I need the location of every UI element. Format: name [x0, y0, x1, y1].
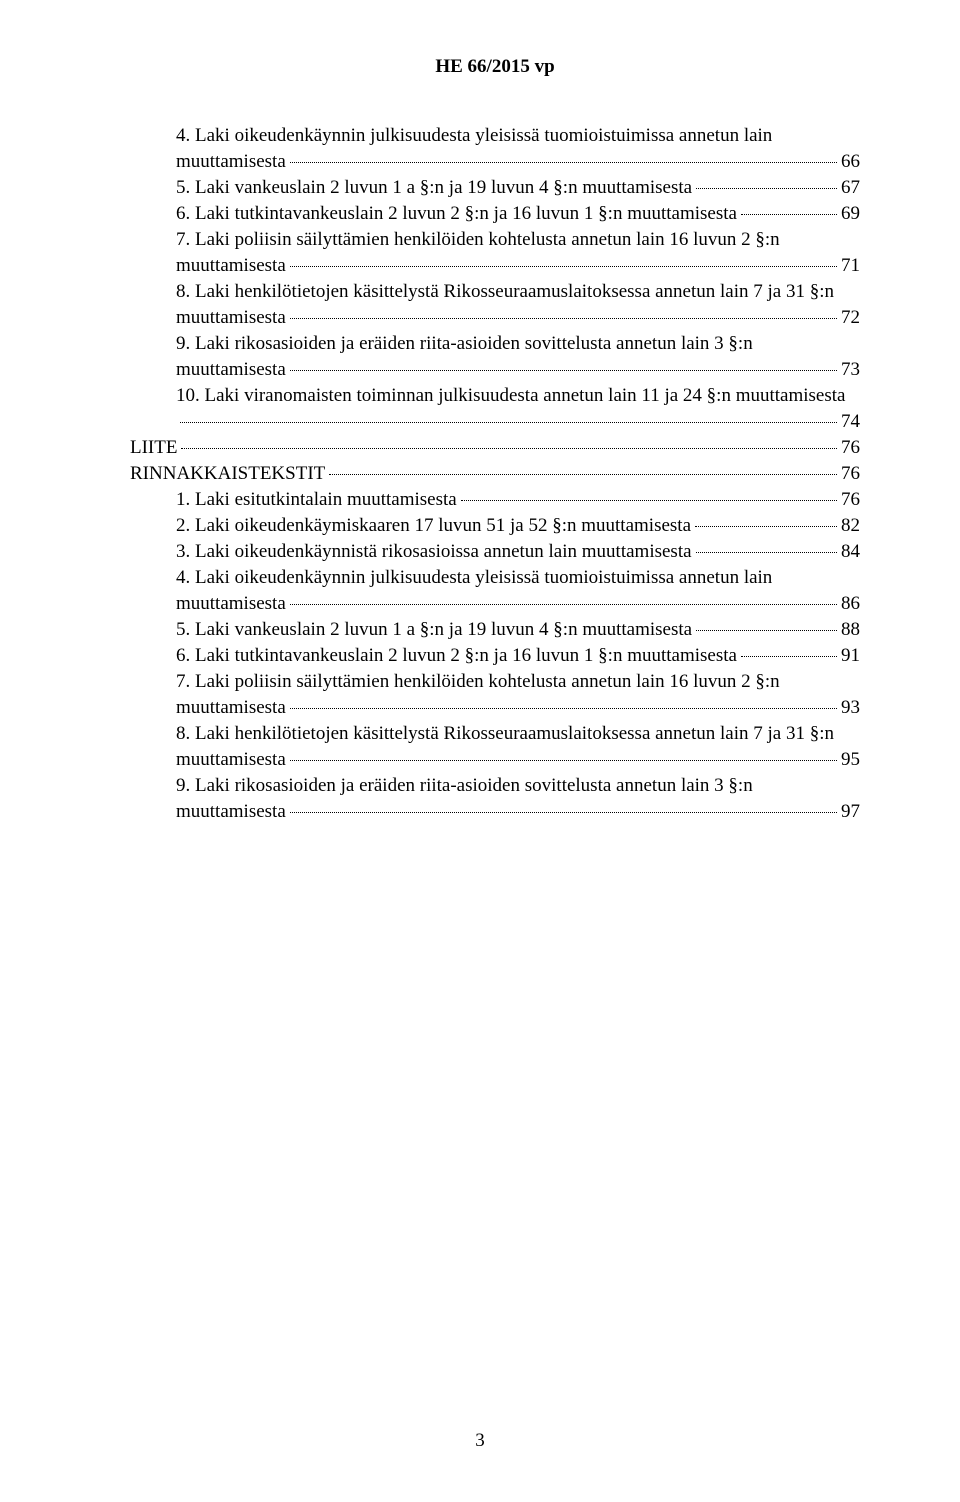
toc-leader: [461, 500, 837, 501]
toc-entry-text-line2: muuttamisesta: [176, 149, 286, 175]
toc-leader: [290, 604, 837, 605]
toc-entry-page: 84: [841, 539, 860, 565]
toc-leader: [290, 760, 837, 761]
toc-entry-page: 66: [841, 149, 860, 175]
toc-entry-text: 2. Laki oikeudenkäymiskaaren 17 luvun 51…: [176, 513, 691, 539]
toc-entry-text-line2: muuttamisesta: [176, 799, 286, 825]
toc-entry-last-line: muuttamisesta 93: [176, 695, 860, 721]
toc-entry-text-line1: 4. Laki oikeudenkäynnin julkisuudesta yl…: [176, 565, 860, 591]
toc-entry-last-line: muuttamisesta 72: [176, 305, 860, 331]
toc-entry-text: 5. Laki vankeuslain 2 luvun 1 a §:n ja 1…: [176, 617, 692, 643]
toc-entry-page: 76: [841, 435, 860, 461]
toc-entry-page: 91: [841, 643, 860, 669]
toc-entry-text-line2: muuttamisesta: [176, 591, 286, 617]
toc-entry: 9. Laki rikosasioiden ja eräiden riita-a…: [130, 773, 860, 825]
toc-entry-page: 69: [841, 201, 860, 227]
toc-entry-page: 73: [841, 357, 860, 383]
toc-entry-page: 97: [841, 799, 860, 825]
toc-entry: 1. Laki esitutkintalain muuttamisesta 76: [130, 487, 860, 513]
toc-entry-page: 76: [841, 487, 860, 513]
toc-entry: 3. Laki oikeudenkäynnistä rikosasioissa …: [130, 539, 860, 565]
toc-entry-text-line2: muuttamisesta: [176, 253, 286, 279]
toc-leader: [329, 474, 837, 475]
toc-leader: [290, 708, 837, 709]
toc-entry-text: RINNAKKAISTEKSTIT: [130, 461, 325, 487]
toc-entry: 9. Laki rikosasioiden ja eräiden riita-a…: [130, 331, 860, 383]
toc-entry: 8. Laki henkilötietojen käsittelystä Rik…: [130, 279, 860, 331]
toc-leader: [696, 630, 837, 631]
toc-entry-page: 67: [841, 175, 860, 201]
toc-entry-last-line: muuttamisesta 97: [176, 799, 860, 825]
toc-leader: [181, 448, 837, 449]
toc-entry-last-line: muuttamisesta 86: [176, 591, 860, 617]
toc-entry: 7. Laki poliisin säilyttämien henkilöide…: [130, 669, 860, 721]
toc-entry-text-line1: 4. Laki oikeudenkäynnin julkisuudesta yl…: [176, 123, 860, 149]
toc-entry: 5. Laki vankeuslain 2 luvun 1 a §:n ja 1…: [130, 617, 860, 643]
toc-leader: [290, 370, 837, 371]
toc-leader: [180, 422, 837, 423]
toc-entry-last-line: muuttamisesta 71: [176, 253, 860, 279]
toc-entry-page: 95: [841, 747, 860, 773]
toc-entry-page: 74: [841, 409, 860, 435]
toc-entry-text-line1: 9. Laki rikosasioiden ja eräiden riita-a…: [176, 331, 860, 357]
toc-entry-page: 93: [841, 695, 860, 721]
toc-entry-page: 88: [841, 617, 860, 643]
toc-entry-text: 1. Laki esitutkintalain muuttamisesta: [176, 487, 457, 513]
page-number: 3: [475, 1430, 485, 1452]
toc-entry-text: 6. Laki tutkintavankeuslain 2 luvun 2 §:…: [176, 201, 737, 227]
toc-entry: 7. Laki poliisin säilyttämien henkilöide…: [130, 227, 860, 279]
toc-leader: [741, 214, 837, 215]
toc-entry: 4. Laki oikeudenkäynnin julkisuudesta yl…: [130, 565, 860, 617]
toc-leader: [696, 552, 837, 553]
toc-entry-page: 71: [841, 253, 860, 279]
toc-entry-last-line: 74: [176, 409, 860, 435]
toc-entry-text-line2: muuttamisesta: [176, 747, 286, 773]
toc-entry-text-line1: 10. Laki viranomaisten toiminnan julkisu…: [176, 383, 860, 409]
toc-entry: 2. Laki oikeudenkäymiskaaren 17 luvun 51…: [130, 513, 860, 539]
toc-entry-page: 76: [841, 461, 860, 487]
toc-entry-text-line2: muuttamisesta: [176, 357, 286, 383]
toc-entry-page: 86: [841, 591, 860, 617]
toc-entry-last-line: muuttamisesta 66: [176, 149, 860, 175]
toc-entry: LIITE 76: [130, 435, 860, 461]
toc-leader: [695, 526, 837, 527]
toc-entry-text-line2: muuttamisesta: [176, 305, 286, 331]
toc-entry-last-line: muuttamisesta 95: [176, 747, 860, 773]
toc-entry: 6. Laki tutkintavankeuslain 2 luvun 2 §:…: [130, 643, 860, 669]
toc-entry-text-line2: muuttamisesta: [176, 695, 286, 721]
toc-entry-text-line1: 8. Laki henkilötietojen käsittelystä Rik…: [176, 279, 860, 305]
toc-entry-text: 6. Laki tutkintavankeuslain 2 luvun 2 §:…: [176, 643, 737, 669]
toc-entry: 10. Laki viranomaisten toiminnan julkisu…: [130, 383, 860, 435]
toc-entry: RINNAKKAISTEKSTIT 76: [130, 461, 860, 487]
toc-entry-text: 3. Laki oikeudenkäynnistä rikosasioissa …: [176, 539, 692, 565]
document-header: HE 66/2015 vp: [130, 56, 860, 78]
toc-entry-text-line1: 7. Laki poliisin säilyttämien henkilöide…: [176, 227, 860, 253]
toc-entry-page: 72: [841, 305, 860, 331]
toc-entry-text-line1: 7. Laki poliisin säilyttämien henkilöide…: [176, 669, 860, 695]
toc-leader: [290, 318, 837, 319]
toc-entry: 5. Laki vankeuslain 2 luvun 1 a §:n ja 1…: [130, 175, 860, 201]
toc-entry: 4. Laki oikeudenkäynnin julkisuudesta yl…: [130, 123, 860, 175]
toc-entry-text-line1: 9. Laki rikosasioiden ja eräiden riita-a…: [176, 773, 860, 799]
toc-entry-text-line1: 8. Laki henkilötietojen käsittelystä Rik…: [176, 721, 860, 747]
toc-entry-last-line: muuttamisesta 73: [176, 357, 860, 383]
toc-leader: [290, 162, 837, 163]
toc-entry: 8. Laki henkilötietojen käsittelystä Rik…: [130, 721, 860, 773]
toc-container: 4. Laki oikeudenkäynnin julkisuudesta yl…: [130, 123, 860, 825]
toc-entry: 6. Laki tutkintavankeuslain 2 luvun 2 §:…: [130, 201, 860, 227]
toc-entry-text: 5. Laki vankeuslain 2 luvun 1 a §:n ja 1…: [176, 175, 692, 201]
toc-leader: [290, 266, 837, 267]
toc-entry-page: 82: [841, 513, 860, 539]
toc-leader: [290, 812, 837, 813]
toc-leader: [741, 656, 837, 657]
toc-leader: [696, 188, 837, 189]
toc-entry-text: LIITE: [130, 435, 177, 461]
